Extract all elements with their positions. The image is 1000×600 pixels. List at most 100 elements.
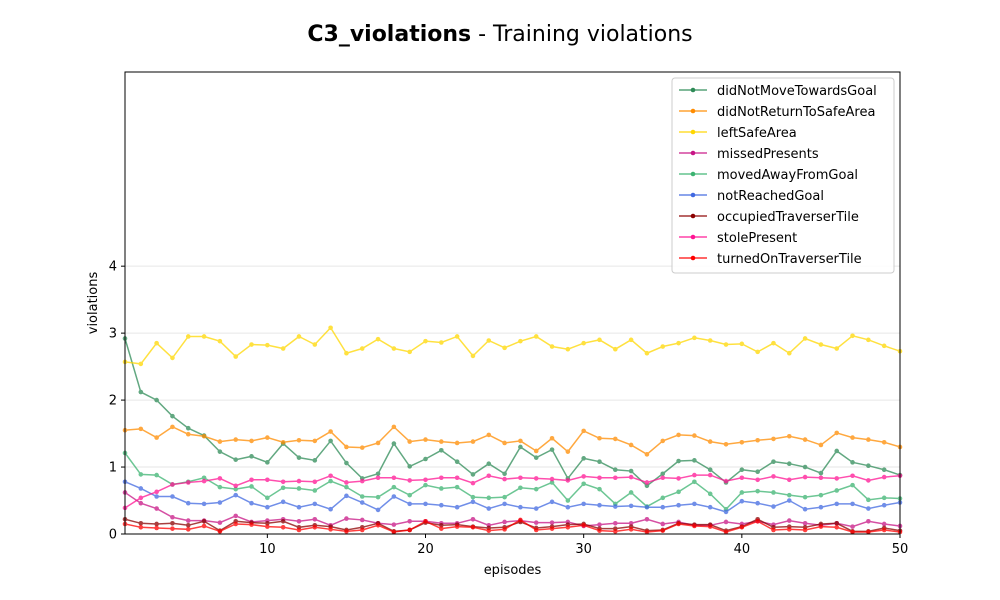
data-point xyxy=(628,468,634,474)
data-point xyxy=(454,524,460,529)
data-point xyxy=(533,506,539,511)
data-point xyxy=(201,518,207,524)
data-point xyxy=(834,476,840,481)
x-tick-label: 40 xyxy=(734,542,751,557)
data-point xyxy=(280,485,286,491)
data-point xyxy=(692,472,697,478)
data-point xyxy=(312,458,318,463)
data-point xyxy=(249,454,254,459)
data-point xyxy=(359,445,365,450)
data-point xyxy=(818,504,824,510)
data-point xyxy=(328,473,333,479)
data-point xyxy=(518,338,523,344)
data-point xyxy=(454,459,460,464)
data-point xyxy=(628,490,634,495)
data-point xyxy=(549,480,555,485)
data-point xyxy=(328,429,333,434)
data-point xyxy=(391,346,397,351)
data-point xyxy=(786,477,792,483)
data-point xyxy=(423,437,428,442)
plot-frame xyxy=(124,71,901,535)
data-point xyxy=(201,475,207,481)
data-point xyxy=(344,484,349,490)
data-point xyxy=(866,518,871,524)
legend-box xyxy=(671,77,895,274)
data-point xyxy=(470,494,476,500)
data-point xyxy=(644,516,650,522)
legend-label: leftSafeArea xyxy=(717,126,797,141)
data-point xyxy=(739,498,745,504)
data-point xyxy=(549,344,555,349)
data-point xyxy=(170,355,175,361)
legend-item: leftSafeArea xyxy=(679,126,797,141)
data-point xyxy=(486,473,492,479)
data-point xyxy=(154,506,159,511)
legend-item: occupiedTraverserTile xyxy=(679,210,859,225)
data-point xyxy=(834,501,840,507)
data-point xyxy=(249,477,254,483)
legend-marker xyxy=(690,129,696,135)
data-point xyxy=(423,338,428,344)
data-point xyxy=(439,340,444,345)
data-point xyxy=(201,478,207,484)
data-point xyxy=(265,342,270,348)
data-point xyxy=(470,353,476,359)
legend-marker xyxy=(690,108,696,114)
data-point xyxy=(454,440,460,446)
data-point xyxy=(344,350,349,356)
legend-label: stolePresent xyxy=(717,231,797,246)
data-point xyxy=(375,336,381,342)
data-point xyxy=(233,521,239,527)
data-point xyxy=(407,518,412,524)
legend-label: movedAwayFromGoal xyxy=(717,168,858,183)
data-point xyxy=(565,498,571,503)
data-point xyxy=(502,501,507,507)
data-point xyxy=(486,432,492,438)
data-point xyxy=(375,440,381,446)
series-line xyxy=(124,452,901,511)
data-point xyxy=(407,439,412,444)
data-point xyxy=(265,477,270,483)
data-point xyxy=(834,448,840,454)
data-point xyxy=(265,524,270,529)
data-point xyxy=(201,334,207,339)
data-point xyxy=(549,526,555,531)
data-point xyxy=(755,518,760,524)
x-tick-label: 50 xyxy=(892,542,909,557)
x-tick-label: 30 xyxy=(575,542,592,557)
data-point xyxy=(375,522,381,528)
data-point xyxy=(786,461,792,466)
data-point xyxy=(138,520,144,526)
data-point xyxy=(170,482,175,487)
data-point xyxy=(818,492,824,498)
data-point xyxy=(644,504,650,510)
data-point xyxy=(265,435,270,440)
data-point xyxy=(676,340,681,346)
data-point xyxy=(881,527,887,533)
data-point xyxy=(280,479,286,485)
series-line xyxy=(124,491,901,528)
data-point xyxy=(154,397,159,403)
legend-item: didNotReturnToSafeArea xyxy=(679,105,875,120)
data-point xyxy=(201,523,207,529)
legend: didNotMoveTowardsGoal didNotReturnToSafeA… xyxy=(671,77,895,274)
data-point xyxy=(597,475,602,481)
data-point xyxy=(549,520,555,525)
data-point xyxy=(628,527,634,532)
data-point xyxy=(834,346,840,351)
data-point xyxy=(613,504,618,509)
data-point xyxy=(407,478,412,483)
data-point xyxy=(644,483,650,489)
data-point xyxy=(138,495,144,501)
data-point xyxy=(533,520,539,525)
data-point xyxy=(439,448,444,453)
data-point xyxy=(881,474,887,480)
data-point xyxy=(802,527,808,533)
legend-marker xyxy=(690,255,696,261)
data-point xyxy=(423,456,428,462)
data-point xyxy=(786,518,792,523)
data-point xyxy=(170,526,175,531)
data-point xyxy=(660,475,666,481)
data-point xyxy=(201,433,207,439)
data-point xyxy=(470,480,476,486)
